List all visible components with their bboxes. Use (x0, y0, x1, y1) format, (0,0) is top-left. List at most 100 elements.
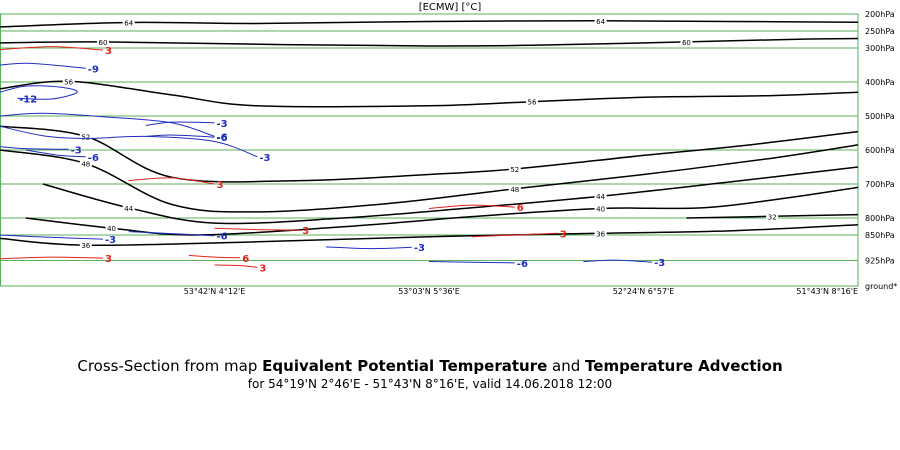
caption-main: Cross-Section from map Equivalent Potent… (0, 357, 860, 375)
theta-e-label-56: 56 (527, 99, 536, 107)
advection-label-3: -12 (19, 94, 37, 105)
caption-field-1: Equivalent Potential Temperature (262, 357, 548, 375)
theta-e-label-bg (122, 18, 135, 27)
x-tick-label-4: 51°43'N 8°16'E (796, 287, 858, 296)
advection-label-8: -3 (217, 119, 228, 130)
theta-e-label-44: 44 (124, 205, 133, 213)
pressure-label-600: 600hPa (865, 146, 895, 155)
theta-e-label-bg (594, 192, 607, 201)
theta-e-label-36: 36 (81, 242, 90, 250)
pressure-label-300: 300hPa (865, 44, 895, 53)
x-axis-tick-labels: 53°42'N 4°12'E 53°03'N 5°36'E 52°24'N 6°57… (184, 287, 858, 296)
advection-contour-2 (0, 62, 86, 69)
theta-e-label-56: 56 (64, 78, 73, 86)
advection-contour-8 (145, 121, 215, 126)
advection-label-10: 3 (217, 180, 224, 191)
advection-contour-14 (428, 204, 515, 209)
advection-label-14: 6 (517, 203, 524, 214)
theta-e-label-48: 48 (81, 161, 90, 169)
theta-e-label-bg (105, 224, 118, 233)
theta-e-label-bg (62, 77, 75, 86)
theta-e-label-bg (594, 204, 607, 213)
pressure-label-400: 400hPa (865, 78, 895, 87)
pressure-label-200: 200hPa (865, 10, 895, 19)
caption-field-2: Temperature Advection (585, 357, 783, 375)
caption-prefix: Cross-Section from map (77, 357, 263, 375)
advection-contour-6 (0, 146, 69, 150)
theta-e-label-bg (680, 37, 693, 46)
theta-e-label-44: 44 (596, 193, 605, 201)
advection-label-11: -3 (105, 235, 116, 246)
advection-contour-21 (583, 259, 653, 263)
theta-e-label-bg (79, 159, 92, 168)
advection-label-1: 3 (105, 46, 112, 57)
advection-label-2: -9 (88, 64, 99, 75)
caption-mid: and (547, 357, 586, 375)
advection-label-15: 3 (560, 229, 567, 240)
pressure-label-700: 700hPa (865, 180, 895, 189)
theta-e-label-36: 36 (596, 230, 605, 238)
theta-e-label-60: 60 (682, 39, 691, 47)
advection-contour-11 (0, 234, 104, 240)
advection-contour-9 (145, 134, 215, 138)
advection-label-18: 3 (259, 263, 266, 274)
advection-label-20: -6 (517, 259, 528, 270)
theta-e-label-bg (508, 184, 521, 193)
advection-contour-10 (128, 177, 215, 185)
pressure-level-labels: 200hPa 250hPa 300hPa 400hPa 500hPa 600hPa 700h… (865, 10, 897, 291)
advection-label-13: 3 (302, 226, 309, 237)
advection-contour-4 (0, 112, 215, 137)
advection-contour-20 (428, 261, 515, 264)
theta-e-label-52: 52 (510, 166, 519, 174)
advection-label-12: -6 (217, 232, 228, 243)
theta-e-label-64: 64 (596, 18, 605, 26)
pressure-label-1000: ground* (865, 282, 897, 291)
theta-e-label-bg (96, 37, 109, 46)
theta-e-label-bg (594, 16, 607, 25)
advection-label-16: 3 (105, 254, 112, 265)
advection-contour-3 (0, 85, 78, 100)
advection-contour-18 (214, 264, 258, 268)
x-tick-label-3: 52°24'N 6°57'E (613, 287, 675, 296)
advection-contour-16 (0, 256, 104, 260)
advection-contour-12 (128, 231, 215, 237)
advection-label-21: -3 (654, 258, 665, 269)
advection-label-19: -3 (414, 243, 425, 254)
x-tick-label-2: 53°03'N 5°36'E (398, 287, 460, 296)
theta-e-label-40: 40 (107, 225, 116, 233)
advection-label-9: -6 (217, 133, 228, 144)
chart-title: [ECMW] [°C] (419, 2, 482, 13)
theta-e-contour-40 (25, 186, 859, 236)
theta-e-label-64: 64 (124, 20, 133, 28)
pressure-label-925: 925hPa (865, 257, 895, 266)
advection-label-4: -6 (217, 132, 228, 143)
theta-e-label-bg (508, 165, 521, 174)
advection-label-7: -6 (88, 153, 99, 164)
theta-e-label-bg (525, 97, 538, 106)
advection-contour-1 (0, 46, 104, 51)
x-tick-label-1: 53°42'N 4°12'E (184, 287, 246, 296)
caption-subtitle: for 54°19'N 2°46'E - 51°43'N 8°16'E, val… (247, 377, 613, 391)
advection-contour-19 (325, 246, 412, 250)
pressure-label-850: 850hPa (865, 231, 895, 240)
advection-label-17: 6 (242, 254, 249, 265)
theta-e-label-32: 32 (768, 213, 777, 221)
theta-e-contour-60 (0, 37, 859, 47)
theta-e-contour-56 (0, 80, 859, 108)
theta-e-label-bg (594, 229, 607, 238)
theta-e-contour-48 (0, 144, 859, 213)
theta-e-label-48: 48 (510, 186, 519, 194)
theta-e-contour-44 (42, 166, 859, 225)
advection-contour-15 (471, 232, 558, 238)
advection-contour-7 (25, 149, 86, 158)
advection-label-5: -3 (259, 153, 270, 164)
advection-contour-13 (214, 227, 301, 231)
pressure-label-800: 800hPa (865, 214, 895, 223)
theta-e-label-60: 60 (98, 39, 107, 47)
theta-e-contour-52 (0, 125, 859, 183)
theta-e-label-52: 52 (81, 133, 90, 141)
theta-e-label-bg (766, 212, 779, 221)
pressure-label-250: 250hPa (865, 27, 895, 36)
